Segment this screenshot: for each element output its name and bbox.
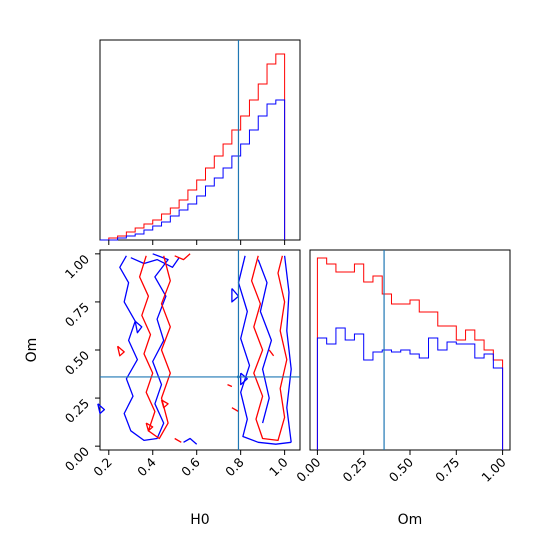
om-y-tick-label: 0.50 bbox=[62, 347, 92, 377]
hist-om-series-red bbox=[316, 257, 504, 450]
contour-blue-island-1 bbox=[97, 403, 106, 415]
om-x-tick-label: 1.00 bbox=[478, 454, 508, 484]
om-y-ticks: 0.00 0.25 0.50 0.75 1.00 bbox=[62, 251, 100, 474]
contour-red-right bbox=[250, 255, 288, 442]
contour-blue-inner bbox=[257, 259, 273, 424]
xlabel-h0: H0 bbox=[190, 512, 209, 528]
contour-red-island-7 bbox=[268, 349, 275, 357]
contour-red-island-4 bbox=[174, 437, 182, 443]
contour-red-island-5 bbox=[227, 384, 233, 388]
ylabel-om: Om bbox=[24, 338, 40, 363]
om-y-tick-label: 0.00 bbox=[62, 444, 92, 474]
om-y-tick-label: 0.75 bbox=[62, 299, 92, 329]
contour-truth-point bbox=[236, 375, 240, 379]
contour-blue-island-3 bbox=[183, 437, 198, 445]
contour-blue-left bbox=[119, 253, 169, 442]
contour-red-left bbox=[138, 255, 171, 440]
contour-blue-island-2 bbox=[134, 320, 143, 334]
panel-hist-om bbox=[309, 249, 511, 451]
contour-blue-right bbox=[237, 255, 292, 445]
contour-blue-edge bbox=[283, 255, 292, 443]
hist-om-series-blue bbox=[316, 327, 504, 450]
contour-blue-island-4 bbox=[240, 372, 248, 386]
contour-blue-top bbox=[130, 257, 180, 268]
om-x-tick-label: 0.50 bbox=[386, 454, 416, 484]
contour-red-island-3 bbox=[145, 422, 154, 432]
contour-red-island-6 bbox=[231, 407, 239, 413]
panel-contour bbox=[97, 249, 301, 451]
xlabel-om: Om bbox=[398, 512, 423, 528]
h0-tick-label: 0.6 bbox=[178, 454, 203, 479]
hist-h0-frame bbox=[99, 39, 301, 241]
hist-h0-minor-ticks bbox=[108, 240, 286, 245]
om-x-tick-label: 0.25 bbox=[340, 455, 370, 485]
h0-tick-label: 0.8 bbox=[222, 454, 247, 479]
h0-ticks: 0.2 0.4 0.6 0.8 1.0 bbox=[90, 450, 291, 479]
contour-red-island-2 bbox=[160, 399, 169, 409]
om-x-ticks: 0.00 0.25 0.50 0.75 1.00 bbox=[293, 450, 509, 485]
panel-hist-h0 bbox=[99, 39, 301, 241]
contour-red-island-1 bbox=[116, 345, 125, 357]
om-x-tick-label: 0.00 bbox=[293, 454, 323, 484]
h0-tick-label: 0.2 bbox=[90, 455, 115, 480]
hist-h0-series-red bbox=[100, 53, 286, 241]
om-y-tick-label: 0.25 bbox=[62, 396, 92, 426]
h0-tick-label: 0.4 bbox=[134, 454, 159, 479]
contour-red-top bbox=[174, 253, 191, 261]
h0-tick-label: 1.0 bbox=[266, 454, 291, 479]
contour-blue-island-5 bbox=[231, 288, 240, 303]
hist-h0-series-blue bbox=[100, 99, 286, 241]
om-y-tick-label: 1.00 bbox=[62, 251, 92, 281]
om-x-tick-label: 0.75 bbox=[432, 455, 462, 485]
